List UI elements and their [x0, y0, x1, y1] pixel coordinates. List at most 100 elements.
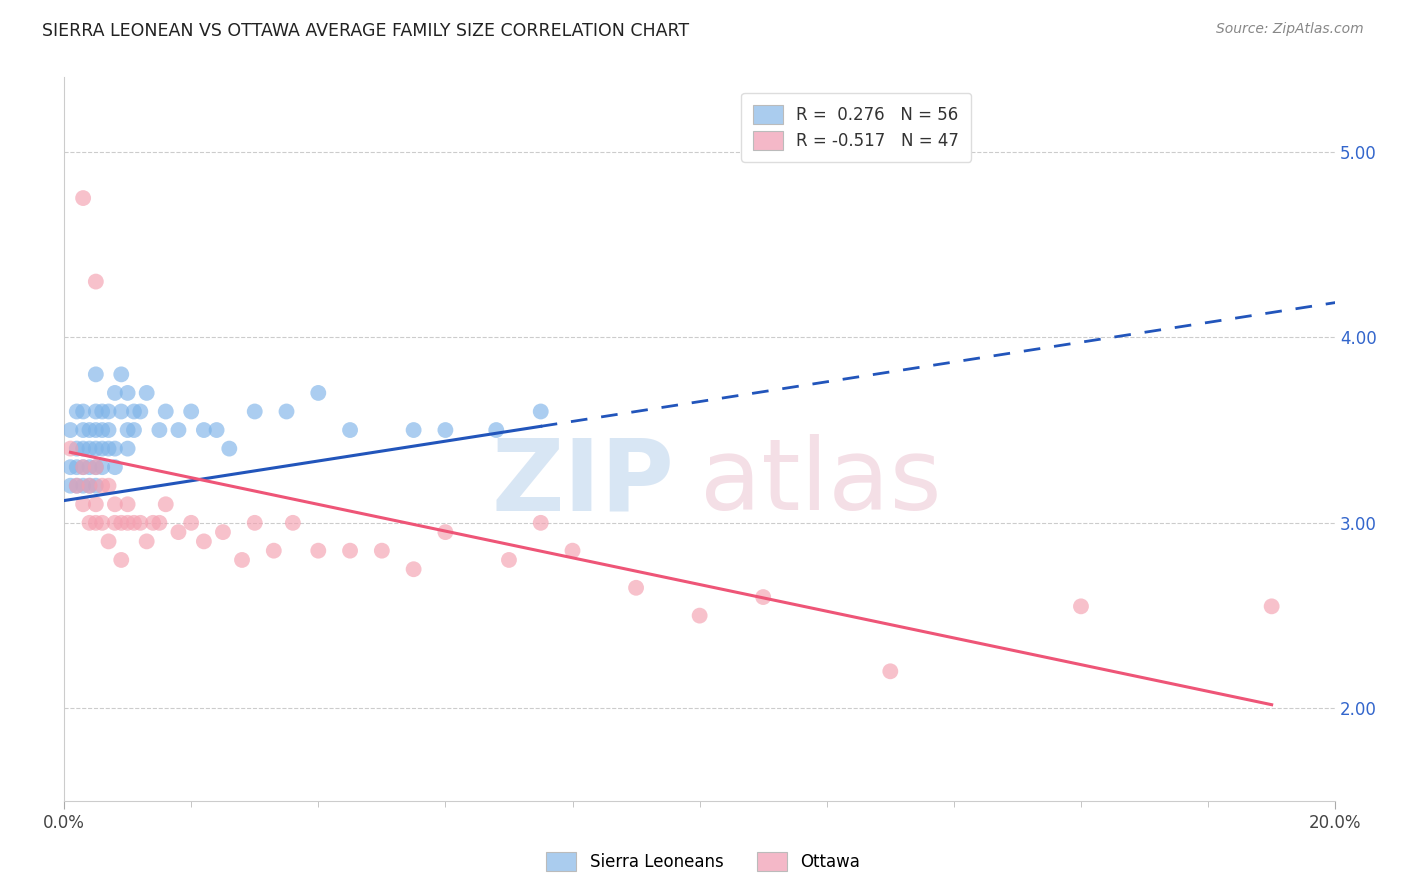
Point	[485, 423, 508, 437]
Point	[129, 516, 152, 530]
Point	[84, 368, 107, 382]
Point	[97, 423, 120, 437]
Point	[218, 442, 240, 456]
Point	[193, 534, 215, 549]
Point	[180, 516, 202, 530]
Point	[122, 423, 145, 437]
Point	[205, 423, 228, 437]
Point	[212, 525, 235, 540]
Point	[72, 442, 94, 456]
Point	[281, 516, 304, 530]
Legend: R =  0.276   N = 56, R = -0.517   N = 47: R = 0.276 N = 56, R = -0.517 N = 47	[741, 93, 972, 161]
Point	[72, 497, 94, 511]
Point	[135, 386, 157, 401]
Point	[148, 516, 170, 530]
Point	[276, 404, 298, 418]
Point	[84, 423, 107, 437]
Point	[104, 460, 127, 475]
Point	[79, 516, 101, 530]
Point	[97, 404, 120, 418]
Point	[231, 553, 253, 567]
Point	[122, 404, 145, 418]
Point	[72, 479, 94, 493]
Point	[91, 516, 114, 530]
Point	[167, 525, 190, 540]
Text: SIERRA LEONEAN VS OTTAWA AVERAGE FAMILY SIZE CORRELATION CHART: SIERRA LEONEAN VS OTTAWA AVERAGE FAMILY …	[42, 22, 689, 40]
Point	[72, 191, 94, 205]
Point	[91, 404, 114, 418]
Point	[263, 543, 285, 558]
Text: ZIP: ZIP	[491, 434, 675, 532]
Point	[97, 479, 120, 493]
Point	[104, 497, 127, 511]
Point	[1260, 599, 1282, 614]
Point	[530, 404, 553, 418]
Point	[117, 497, 139, 511]
Point	[117, 516, 139, 530]
Point	[498, 553, 520, 567]
Point	[243, 516, 266, 530]
Point	[72, 404, 94, 418]
Point	[752, 590, 775, 604]
Point	[84, 442, 107, 456]
Point	[110, 404, 132, 418]
Point	[91, 460, 114, 475]
Point	[66, 460, 89, 475]
Point	[110, 368, 132, 382]
Point	[104, 386, 127, 401]
Point	[561, 543, 583, 558]
Point	[135, 534, 157, 549]
Legend: Sierra Leoneans, Ottawa: Sierra Leoneans, Ottawa	[538, 843, 868, 880]
Point	[66, 404, 89, 418]
Point	[117, 442, 139, 456]
Point	[66, 479, 89, 493]
Point	[84, 497, 107, 511]
Point	[79, 460, 101, 475]
Point	[307, 543, 329, 558]
Point	[155, 497, 177, 511]
Text: atlas: atlas	[700, 434, 941, 532]
Point	[117, 423, 139, 437]
Point	[117, 386, 139, 401]
Point	[84, 516, 107, 530]
Text: Source: ZipAtlas.com: Source: ZipAtlas.com	[1216, 22, 1364, 37]
Point	[243, 404, 266, 418]
Point	[307, 386, 329, 401]
Point	[79, 442, 101, 456]
Point	[339, 543, 361, 558]
Point	[530, 516, 553, 530]
Point	[84, 275, 107, 289]
Point	[59, 460, 82, 475]
Point	[434, 525, 457, 540]
Point	[1070, 599, 1092, 614]
Point	[79, 479, 101, 493]
Point	[97, 442, 120, 456]
Point	[110, 516, 132, 530]
Point	[148, 423, 170, 437]
Point	[122, 516, 145, 530]
Point	[129, 404, 152, 418]
Point	[879, 665, 901, 679]
Point	[167, 423, 190, 437]
Point	[142, 516, 165, 530]
Point	[66, 442, 89, 456]
Point	[84, 460, 107, 475]
Point	[689, 608, 711, 623]
Point	[84, 460, 107, 475]
Point	[339, 423, 361, 437]
Point	[402, 423, 425, 437]
Point	[110, 553, 132, 567]
Point	[79, 423, 101, 437]
Point	[91, 479, 114, 493]
Point	[97, 534, 120, 549]
Point	[624, 581, 647, 595]
Point	[371, 543, 394, 558]
Point	[72, 460, 94, 475]
Point	[59, 442, 82, 456]
Point	[434, 423, 457, 437]
Point	[59, 423, 82, 437]
Point	[59, 479, 82, 493]
Point	[79, 479, 101, 493]
Point	[72, 460, 94, 475]
Point	[91, 423, 114, 437]
